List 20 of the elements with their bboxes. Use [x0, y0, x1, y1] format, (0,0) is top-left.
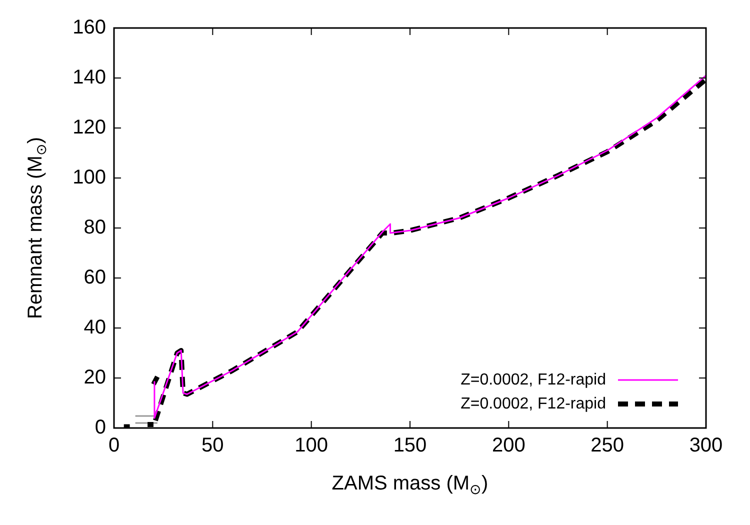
- legend-label: Z=0.0002, F12-rapid: [460, 371, 606, 388]
- y-axis-title: Remnant mass (M⊙): [24, 136, 49, 320]
- y-tick-label: 60: [84, 266, 106, 289]
- x-tick-label: 250: [590, 434, 624, 457]
- x-tick-label: 300: [689, 434, 723, 457]
- x-tick-label: 150: [393, 434, 427, 457]
- x-tick-label: 0: [108, 434, 120, 457]
- x-tick-label: 200: [492, 434, 526, 457]
- y-tick-label: 40: [84, 316, 106, 339]
- x-tick-label: 100: [294, 434, 328, 457]
- y-tick-label: 100: [72, 166, 106, 189]
- y-tick-label: 80: [84, 216, 106, 239]
- legend-label: Z=0.0002, F12-rapid: [460, 395, 606, 412]
- y-tick-label: 0: [94, 416, 106, 439]
- y-tick-label: 20: [84, 366, 106, 389]
- y-tick-label: 120: [72, 116, 106, 139]
- x-axis-title: ZAMS mass (M⊙): [332, 472, 488, 497]
- y-tick-label: 160: [72, 16, 106, 39]
- y-tick-label: 140: [72, 66, 106, 89]
- x-tick-label: 50: [202, 434, 224, 457]
